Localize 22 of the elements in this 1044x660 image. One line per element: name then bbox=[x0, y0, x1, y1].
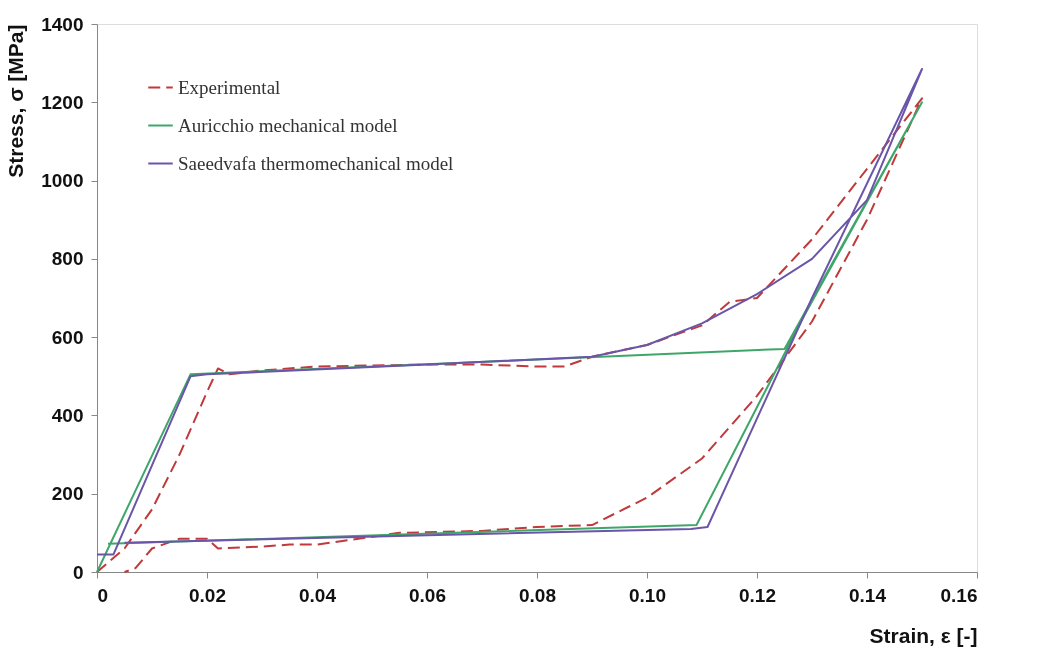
y-tick-label: 600 bbox=[51, 326, 84, 348]
y-tick-label: 1000 bbox=[41, 170, 84, 192]
y-tick-label: 0 bbox=[72, 561, 84, 583]
x-tick-label: 0.08 bbox=[519, 584, 556, 606]
x-tick-label: 0.16 bbox=[940, 584, 978, 606]
legend-label: Auricchio mechanical model bbox=[178, 114, 398, 136]
x-tick-label: 0.12 bbox=[739, 584, 776, 606]
x-tick-label: 0 bbox=[97, 584, 109, 606]
y-axis-title: Stress, σ [MPa] bbox=[4, 24, 28, 178]
y-tick-label: 200 bbox=[51, 483, 84, 505]
x-tick-label: 0.14 bbox=[849, 584, 887, 606]
legend-label: Experimental bbox=[178, 76, 281, 98]
legend-label: Saeedvafa thermomechanical model bbox=[178, 152, 454, 174]
y-tick-label: 1400 bbox=[41, 13, 84, 35]
x-tick-label: 0.04 bbox=[299, 584, 337, 606]
x-tick-label: 0.02 bbox=[189, 584, 226, 606]
x-tick-label: 0.10 bbox=[629, 584, 666, 606]
x-tick-label: 0.06 bbox=[409, 584, 446, 606]
y-tick-label: 1200 bbox=[41, 91, 84, 113]
y-tick-label: 400 bbox=[51, 404, 84, 426]
y-tick-label: 800 bbox=[51, 248, 84, 270]
x-axis-title: Strain, ε [-] bbox=[869, 623, 978, 647]
